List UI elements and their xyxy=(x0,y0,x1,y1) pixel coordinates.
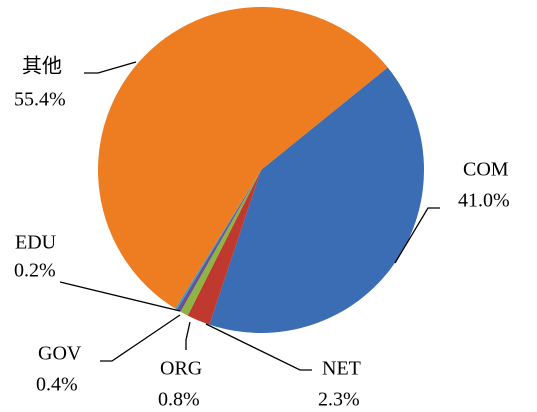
category-label: 其他 xyxy=(22,55,62,78)
leader-lines xyxy=(59,61,440,371)
pie-slice xyxy=(176,170,261,312)
category-label: COM xyxy=(463,159,509,181)
pie-slice xyxy=(209,67,424,333)
value-label: 2.3% xyxy=(318,389,360,411)
pie-slice xyxy=(98,6,388,309)
category-label: EDU xyxy=(15,232,57,254)
value-label: 0.8% xyxy=(158,389,200,411)
category-label: NET xyxy=(322,358,361,380)
pie-slice xyxy=(187,170,261,325)
leader-line xyxy=(84,61,137,74)
value-label: 0.2% xyxy=(14,260,56,282)
pie-slice xyxy=(175,170,261,310)
pie xyxy=(98,6,424,333)
leader-line xyxy=(394,207,440,264)
leader-line xyxy=(100,314,181,362)
leader-line xyxy=(205,323,312,371)
leader-line xyxy=(59,281,181,312)
pie-slice xyxy=(180,170,261,316)
category-label: ORG xyxy=(160,358,202,380)
category-label: GOV xyxy=(38,343,82,365)
leader-line xyxy=(185,321,191,350)
data-labels: COM 41.0% NET 2.3% ORG 0.8% GOV 0.4% EDU 0.2% 其他 55… xyxy=(14,55,510,411)
value-label: 55.4% xyxy=(14,89,66,111)
value-label: 41.0% xyxy=(458,190,510,212)
value-label: 0.4% xyxy=(36,374,78,396)
